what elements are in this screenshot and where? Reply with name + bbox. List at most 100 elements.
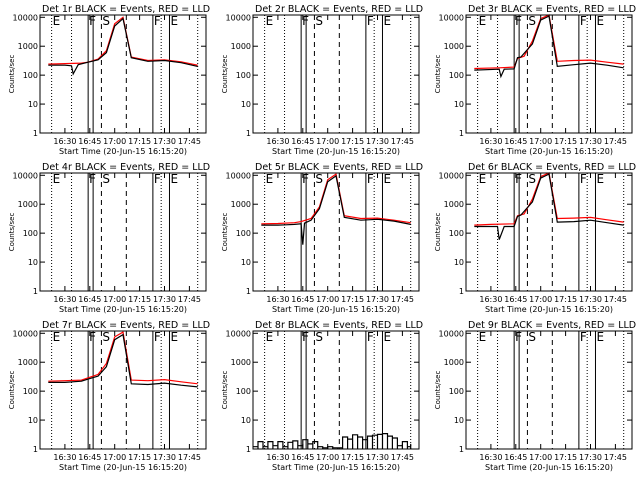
x-tick-label: 17:15: [128, 137, 151, 146]
event-marker-label: E: [266, 14, 274, 28]
y-tick-label: 1000: [231, 358, 251, 367]
x-tick-label: 17:45: [391, 295, 414, 304]
y-tick-label: 100: [449, 229, 464, 238]
x-tick-label: 17:45: [604, 295, 627, 304]
y-tick-label: 10: [454, 416, 464, 425]
lld-series-line: [261, 173, 411, 225]
y-tick-label: 100: [449, 387, 464, 396]
x-tick-label: 16:30: [53, 137, 76, 146]
y-tick-label: 1000: [444, 42, 464, 51]
y-tick-label: 10000: [13, 329, 38, 338]
x-tick-label: 17:30: [153, 137, 176, 146]
plot-frame: [465, 330, 633, 450]
x-tick-label: 17:30: [366, 137, 389, 146]
lld-series-line: [48, 331, 198, 385]
y-tick-label: 1: [33, 287, 38, 296]
event-marker-label: F: [367, 330, 374, 344]
x-tick-label: 17:00: [529, 137, 552, 146]
events-series-line: [48, 333, 198, 388]
y-tick-label: 10000: [439, 13, 464, 22]
x-tick-label: 17:00: [529, 295, 552, 304]
y-tick-label: 10000: [226, 171, 251, 180]
x-tick-label: 16:30: [266, 137, 289, 146]
x-tick-label: 17:30: [366, 453, 389, 462]
event-marker-label: E: [170, 172, 178, 186]
plot-frame: [39, 172, 207, 292]
x-tick-label: 17:00: [103, 453, 126, 462]
y-tick-label: 100: [23, 71, 38, 80]
event-marker-label: E: [53, 172, 61, 186]
y-tick-label: 10000: [13, 171, 38, 180]
y-tick-label: 10000: [439, 171, 464, 180]
y-tick-label: 100: [236, 229, 251, 238]
y-tick-label: 1: [459, 287, 464, 296]
x-tick-label: 17:15: [554, 137, 577, 146]
plot-frame: [465, 172, 633, 292]
event-marker-label: S: [102, 172, 110, 186]
y-tick-label: 1000: [231, 42, 251, 51]
y-tick-label: 10000: [226, 329, 251, 338]
x-tick-label: 17:30: [153, 453, 176, 462]
x-tick-label: 16:30: [479, 453, 502, 462]
y-tick-label: 10: [241, 100, 251, 109]
event-marker-label: E: [596, 172, 604, 186]
x-axis-label: Start Time (20-Jun-15 16:15:20): [272, 305, 400, 314]
y-tick-label: 1: [246, 129, 251, 138]
event-marker-label: E: [383, 14, 391, 28]
events-series-line: [253, 433, 412, 449]
event-marker-label: F: [580, 330, 587, 344]
x-tick-label: 16:45: [504, 137, 527, 146]
y-axis-label: Counts/sec: [221, 371, 229, 410]
event-marker-label: E: [266, 330, 274, 344]
x-axis-label: Start Time (20-Jun-15 16:15:20): [485, 305, 613, 314]
x-axis-label: Start Time (20-Jun-15 16:15:20): [485, 147, 613, 156]
event-marker-label: S: [102, 330, 110, 344]
y-tick-label: 100: [236, 387, 251, 396]
y-tick-label: 1: [459, 129, 464, 138]
y-tick-label: 1: [246, 445, 251, 454]
plot-frame: [252, 330, 420, 450]
y-axis-label: Counts/sec: [221, 213, 229, 252]
x-axis-label: Start Time (20-Jun-15 16:15:20): [59, 463, 187, 472]
y-tick-label: 1000: [18, 42, 38, 51]
event-marker-label: F: [367, 172, 374, 186]
y-tick-label: 100: [23, 229, 38, 238]
y-axis-label: Counts/sec: [434, 213, 442, 252]
event-marker-label: E: [170, 14, 178, 28]
x-axis-label: Start Time (20-Jun-15 16:15:20): [272, 147, 400, 156]
x-tick-label: 17:00: [103, 295, 126, 304]
event-marker-label: F: [367, 14, 374, 28]
y-tick-label: 1000: [231, 200, 251, 209]
event-marker-label: F: [154, 172, 161, 186]
panel-title: Det 4r BLACK = Events, RED = LLD: [42, 162, 210, 173]
event-marker-label: S: [528, 14, 536, 28]
y-tick-label: 1000: [18, 358, 38, 367]
y-tick-label: 1000: [444, 200, 464, 209]
y-tick-label: 1: [33, 129, 38, 138]
x-tick-label: 16:45: [504, 295, 527, 304]
lld-series-line: [48, 16, 198, 66]
y-axis-label: Counts/sec: [8, 213, 16, 252]
x-tick-label: 17:00: [316, 137, 339, 146]
x-tick-label: 17:00: [103, 137, 126, 146]
x-tick-label: 16:30: [266, 295, 289, 304]
event-marker-label: S: [315, 14, 323, 28]
event-marker-label: E: [479, 172, 487, 186]
x-tick-label: 17:30: [579, 137, 602, 146]
events-series-line: [474, 15, 624, 79]
events-series-line: [48, 17, 198, 76]
x-axis-label: Start Time (20-Jun-15 16:15:20): [272, 463, 400, 472]
x-tick-label: 17:00: [316, 453, 339, 462]
y-tick-label: 10000: [13, 13, 38, 22]
x-tick-label: 17:15: [128, 295, 151, 304]
x-tick-label: 17:15: [341, 295, 364, 304]
y-tick-label: 10000: [439, 329, 464, 338]
